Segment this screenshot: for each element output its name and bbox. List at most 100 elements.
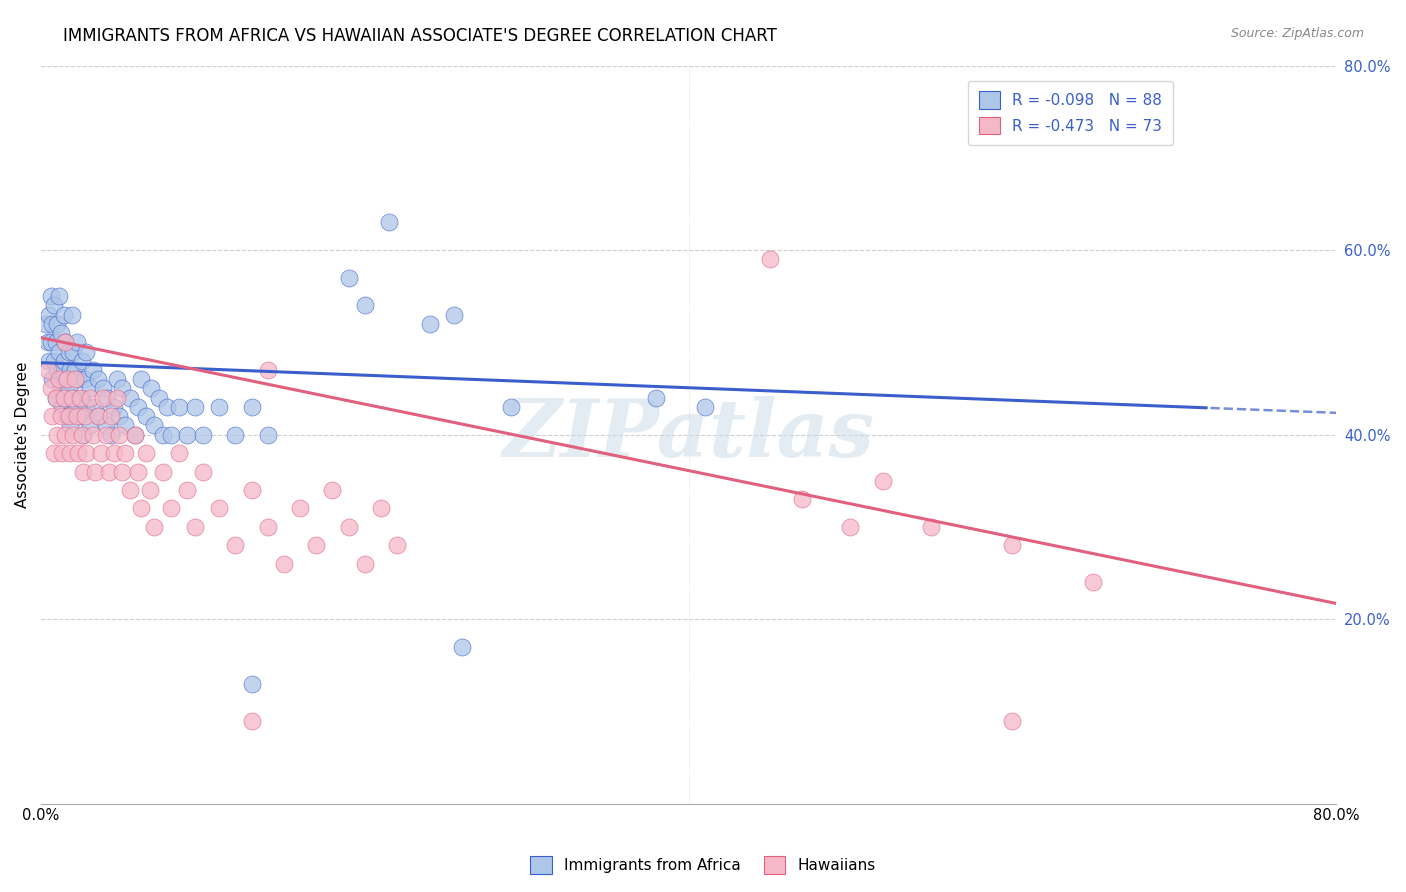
Point [184,400,207,414]
Point [240,400,263,414]
Point [94,427,117,442]
Point [96,391,118,405]
Text: IMMIGRANTS FROM AFRICA VS HAWAIIAN ASSOCIATE'S DEGREE CORRELATION CHART: IMMIGRANTS FROM AFRICA VS HAWAIIAN ASSOC… [63,27,778,45]
Point [1083,575,1105,590]
Point [87,409,110,424]
Point [111,382,134,396]
Point [38,353,60,368]
Legend: Immigrants from Africa, Hawaiians: Immigrants from Africa, Hawaiians [524,850,882,880]
Point [48,289,70,303]
Point [66,409,89,424]
Point [38,308,60,322]
Point [37,363,59,377]
Point [59,363,82,377]
Point [288,501,311,516]
Point [337,270,360,285]
Point [82,427,104,442]
Point [41,409,63,424]
Point [60,391,83,405]
Point [111,465,134,479]
Point [499,400,522,414]
Text: ZIPatlas: ZIPatlas [502,396,875,474]
Point [79,418,101,433]
Point [120,483,142,497]
Point [79,391,101,405]
Point [370,501,392,516]
Point [55,427,77,442]
Legend: R = -0.098   N = 88, R = -0.473   N = 73: R = -0.098 N = 88, R = -0.473 N = 73 [967,80,1173,145]
Point [143,418,166,433]
Point [148,391,170,405]
Point [176,483,198,497]
Point [131,501,153,516]
Point [55,335,77,350]
Point [107,427,129,442]
Point [75,446,97,460]
Point [105,391,128,405]
Point [138,483,160,497]
Point [91,391,114,405]
Point [387,538,409,552]
Point [152,465,174,479]
Point [176,427,198,442]
Point [103,446,125,460]
Point [224,538,246,552]
Point [66,335,89,350]
Point [167,446,190,460]
Point [90,446,112,460]
Point [107,409,129,424]
Point [256,427,278,442]
Point [48,344,70,359]
Point [45,391,67,405]
Point [45,335,67,350]
Point [83,465,105,479]
Point [141,382,163,396]
Point [89,409,111,424]
Point [52,391,75,405]
Point [41,372,63,386]
Point [224,427,246,442]
Point [58,344,80,359]
Point [127,465,149,479]
Point [72,465,94,479]
Point [70,427,93,442]
Point [58,382,80,396]
Point [56,372,79,386]
Point [758,252,780,267]
Point [35,317,58,331]
Point [69,391,91,405]
Point [45,391,67,405]
Point [105,372,128,386]
Point [100,409,122,424]
Point [56,372,79,386]
Point [87,372,110,386]
Point [56,409,79,424]
Point [191,465,214,479]
Point [305,538,328,552]
Point [83,400,105,414]
Point [790,492,813,507]
Point [66,400,89,414]
Point [39,382,62,396]
Point [208,501,231,516]
Point [42,353,65,368]
Point [67,446,90,460]
Point [256,520,278,534]
Point [124,427,146,442]
Point [62,344,84,359]
Point [131,372,153,386]
Point [73,372,96,386]
Point [419,317,441,331]
Point [59,418,82,433]
Point [273,557,295,571]
Point [51,446,73,460]
Point [70,353,93,368]
Y-axis label: Associate's Degree: Associate's Degree [15,361,30,508]
Point [156,400,179,414]
Point [51,400,73,414]
Point [67,372,90,386]
Point [124,427,146,442]
Point [443,308,465,322]
Point [60,308,83,322]
Point [62,391,84,405]
